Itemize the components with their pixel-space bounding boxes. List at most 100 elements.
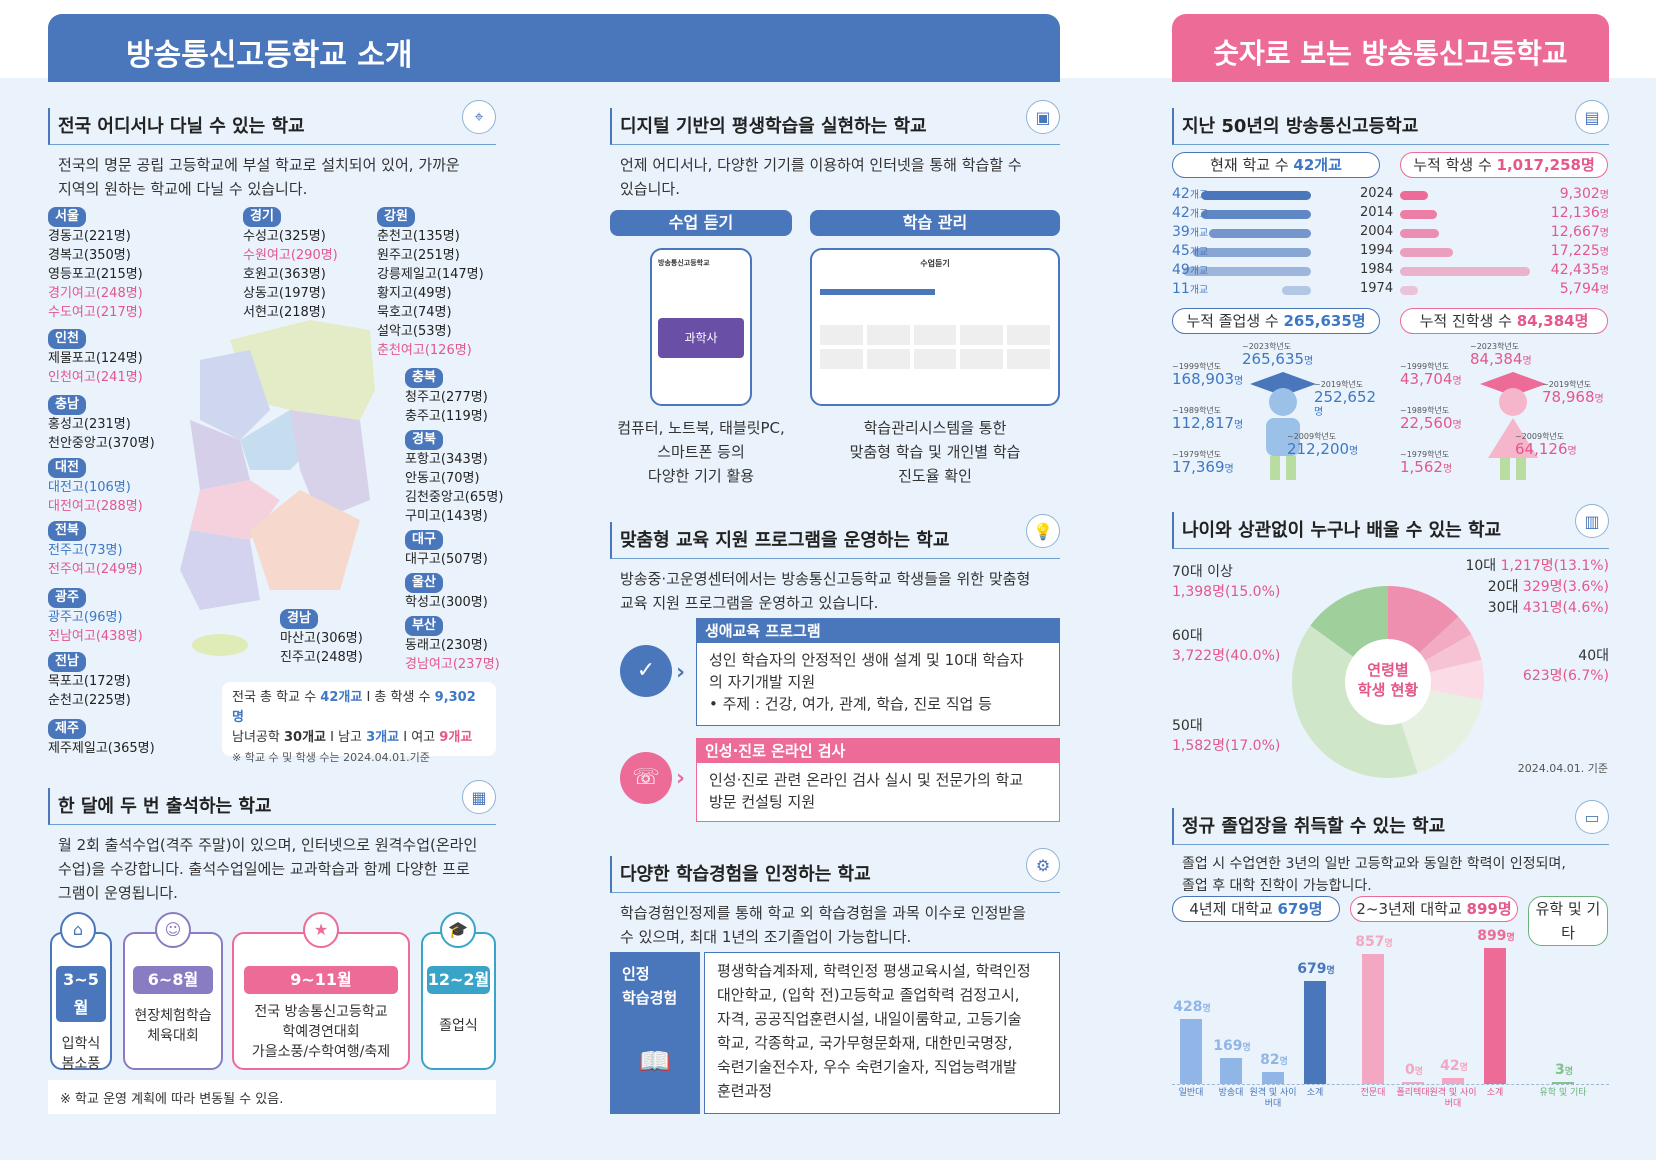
stat-label: ~2023학년도 84,384명: [1470, 342, 1532, 368]
diploma-bar: [1362, 954, 1384, 1084]
stat-label: ~1989학년도 22,560명: [1400, 406, 1462, 432]
section-digital: 디지털 기반의 평생학습을 실현하는 학교 ▣ 언제 어디서나, 다양한 기기를…: [610, 100, 1060, 201]
stat-label: ~2019학년도 252,652명: [1314, 380, 1377, 418]
student-bar: [1400, 210, 1437, 219]
school-bar: [1201, 191, 1311, 200]
bar-label: 일반대: [1178, 1088, 1204, 1098]
diploma-bar: [1220, 1058, 1242, 1084]
advance-figure-icon: [1480, 372, 1546, 480]
schedule-note: ※ 학교 운영 계획에 따라 변동될 수 있음.: [48, 1080, 496, 1114]
pie-center-label: 연령별 학생 현황: [1357, 661, 1419, 699]
region-jeju: 제주 제주제일고(365명): [48, 719, 155, 756]
lms-mockup: 수업듣기: [810, 248, 1060, 406]
year-label: 2004: [1360, 224, 1394, 239]
stat-label: ~2023학년도 265,635명: [1242, 342, 1314, 368]
class-listen-button: 수업 듣기: [610, 210, 792, 236]
section-desc: 언제 어디서나, 다양한 기기를 이용하여 인터넷을 통해 학습할 수 있습니다.: [620, 156, 1022, 198]
cumulative-students-pill: 누적 학생 수 1,017,258명: [1400, 152, 1608, 178]
age-label: 70대 이상 1,398명(15.0%): [1172, 564, 1281, 600]
stat-label: ~2019학년도 78,968명: [1542, 380, 1604, 406]
section-title: 다양한 학습경험을 인정하는 학교: [610, 856, 1060, 893]
section-title: 한 달에 두 번 출석하는 학교: [48, 788, 496, 825]
year-row: 39개교 2004 12,667명: [1172, 224, 1609, 242]
section-title: 나이와 상관없이 누구나 배울 수 있는 학교: [1172, 512, 1609, 549]
school-list: 경동고(221명) 경복고(350명) 영등포고(215명) 경기여고(248명) 수도…: [48, 229, 143, 320]
experience-side: 인정 학습경험 📖: [610, 952, 700, 1114]
graduation-cap-icon: 🎓: [440, 912, 476, 948]
student-count: 9,302명: [1559, 186, 1609, 202]
school-count: 11개교: [1172, 281, 1209, 297]
age-label: 50대 1,582명(17.0%): [1172, 718, 1281, 754]
bar-value: 0명: [1404, 1062, 1424, 1078]
chevron-right-icon: ›: [676, 766, 686, 791]
region-daejeon: 대전 대전고(106명) 대전여고(288명): [48, 458, 143, 514]
devices-icon: ▣: [1026, 100, 1060, 134]
section-experience: 다양한 학습경험을 인정하는 학교 ⚙ 학습경험인정제를 통해 학교 외 학습경…: [610, 848, 1060, 949]
student-count: 12,136명: [1550, 205, 1609, 221]
bar-label: 원격 및 사이버대: [1429, 1088, 1477, 1109]
region-chungnam: 충남 홍성고(231명) 천안중앙고(370명): [48, 395, 155, 451]
age-labels: 10대 1,217명(13.1%) 20대 329명(3.6%) 30대 431명(…: [1172, 555, 1609, 755]
bar-label: 방송대: [1218, 1088, 1244, 1098]
section-desc: 월 2회 출석수업(격주 주말)이 있으며, 인터넷으로 원격수업(온라인 수업)…: [58, 836, 478, 902]
bar-label: 폴리텍대: [1396, 1088, 1430, 1098]
schedule-card-spring: 3~5월 입학식 봄소풍: [50, 932, 112, 1072]
year-label: 1984: [1360, 262, 1394, 277]
year-label: 2024: [1360, 186, 1394, 201]
school-bar: [1193, 248, 1311, 257]
bar-value: 3명: [1554, 1062, 1574, 1078]
student-bar: [1400, 229, 1439, 238]
diploma-bar: [1552, 1082, 1574, 1084]
school-count: 49개교: [1172, 262, 1209, 278]
section-desc: 방송중·고운영센터에서는 방송통신고등학교 학생들을 위한 맞춤형 교육 지원 프…: [620, 570, 1031, 612]
people-icon: ☺: [155, 912, 191, 948]
section-diploma: 정규 졸업장을 취득할 수 있는 학교 ▭ 졸업 시 수업연한 3년의 일반 고…: [1172, 800, 1609, 897]
certificate-icon: ▭: [1575, 800, 1609, 834]
section-support: 맞춤형 교육 지원 프로그램을 운영하는 학교 💡 방송중·고운영센터에서는 방…: [610, 514, 1060, 615]
bar-value: 857명: [1355, 934, 1393, 950]
stat-label: ~2009학년도 212,200명: [1287, 432, 1359, 458]
student-count: 42,435명: [1550, 262, 1609, 278]
school-count: 42개교: [1172, 186, 1209, 202]
age-basis-date: 2024.04.01. 기준: [1517, 762, 1608, 775]
year-row: 11개교 1974 5,794명: [1172, 281, 1609, 299]
abroad-pill: 유학 및 기타: [1528, 896, 1608, 946]
section-title: 디지털 기반의 평생학습을 실현하는 학교: [610, 108, 1060, 145]
lms-caption: 학습관리시스템을 통한 맞춤형 학습 및 개인별 학습 진도율 확인: [849, 419, 1021, 485]
left-header: 방송통신고등학교 소개: [48, 14, 1060, 82]
section-title: 전국 어디서나 다닐 수 있는 학교: [48, 108, 496, 145]
two-three-year-pill: 2~3년제 대학교 899명: [1350, 896, 1518, 922]
region-gwangju: 광주 광주고(96명) 전남여고(438명): [48, 588, 143, 644]
stat-label: ~1999학년도 168,903명: [1172, 362, 1244, 388]
four-year-pill: 4년제 대학교 679명: [1172, 896, 1340, 922]
bar-value: 899명: [1477, 928, 1515, 944]
stat-label: ~2009학년도 64,126명: [1515, 432, 1577, 458]
checklist-icon: ✓: [620, 645, 672, 697]
year-label: 2014: [1360, 205, 1394, 220]
school-icon: ⌂: [60, 912, 96, 948]
schedule-card-winter: 12~2월 졸업식: [421, 932, 496, 1070]
school-bar: [1209, 229, 1311, 238]
phone-mockup: 방송통신고등학교 과학사: [650, 248, 752, 406]
diploma-bar: [1484, 948, 1506, 1084]
program-box-life: 생애교육 프로그램 성인 학습자의 안정적인 생애 설계 및 10대 학습자 의 …: [696, 618, 1060, 726]
program-box-test: 인성·진로 온라인 검사 인성·진로 관련 온라인 검사 실시 및 전문가의 학…: [696, 738, 1060, 822]
student-bar: [1400, 191, 1428, 200]
section-title: 정규 졸업장을 취득할 수 있는 학교: [1172, 808, 1609, 845]
region-daegu: 대구 대구고(507명): [405, 530, 488, 567]
region-gyeonggi: 경기 수성고(325명) 수원여고(290명) 호원고(363명) 상동고(197명)…: [243, 207, 338, 320]
section-desc: 졸업 시 수업연한 3년의 일반 고등학교와 동일한 학력이 인정되며, 졸업 후…: [1182, 856, 1566, 894]
bar-label: 소계: [1486, 1088, 1504, 1098]
pie-center: [1345, 639, 1431, 725]
age-pie-chart: [1292, 586, 1484, 778]
year-label: 1994: [1360, 243, 1394, 258]
cumulative-advance-pill: 누적 진학생 수 84,384명: [1400, 308, 1608, 334]
stat-label: ~1989학년도 112,817명: [1172, 406, 1244, 432]
lightbulb-icon: 💡: [1026, 514, 1060, 548]
school-bar: [1183, 267, 1311, 276]
bar-value: 169명: [1213, 1038, 1251, 1054]
student-count: 5,794명: [1559, 281, 1609, 297]
learning-manage-button: 학습 관리: [810, 210, 1060, 236]
advance-labels: ~1999학년도 43,704명 ~2023학년도 84,384명 ~2019학년도 78…: [1400, 340, 1610, 480]
current-schools-pill: 현재 학교 수 42개교: [1172, 152, 1380, 178]
